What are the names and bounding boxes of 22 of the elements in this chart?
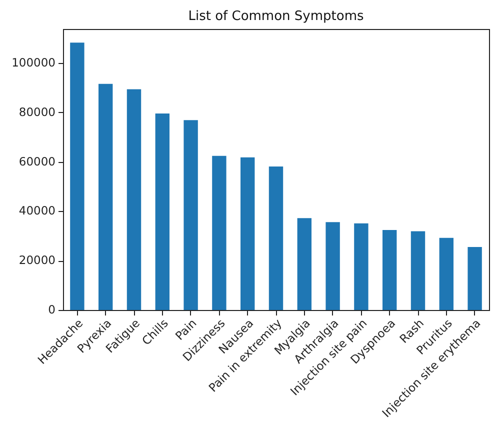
y-tick-label: 20000 bbox=[18, 253, 56, 268]
bar bbox=[126, 89, 142, 310]
y-tick-label: 80000 bbox=[18, 104, 56, 119]
y-tick-label: 40000 bbox=[18, 204, 56, 218]
bar bbox=[382, 230, 397, 310]
bar bbox=[326, 222, 340, 310]
y-tick-label: 60000 bbox=[18, 154, 56, 168]
bar bbox=[70, 42, 84, 310]
bar bbox=[240, 157, 255, 310]
y-tick-label: 100000 bbox=[12, 56, 56, 70]
bar bbox=[212, 156, 226, 310]
bar bbox=[410, 231, 426, 310]
bar bbox=[468, 247, 482, 310]
bar bbox=[155, 113, 170, 310]
y-tick-label: 0 bbox=[48, 302, 56, 316]
bar bbox=[354, 223, 368, 310]
chart-title: List of Common Symptoms bbox=[188, 9, 364, 24]
bar bbox=[439, 238, 454, 310]
bar bbox=[98, 84, 113, 310]
bar bbox=[268, 166, 284, 310]
bar bbox=[184, 120, 198, 310]
bar bbox=[297, 218, 312, 310]
